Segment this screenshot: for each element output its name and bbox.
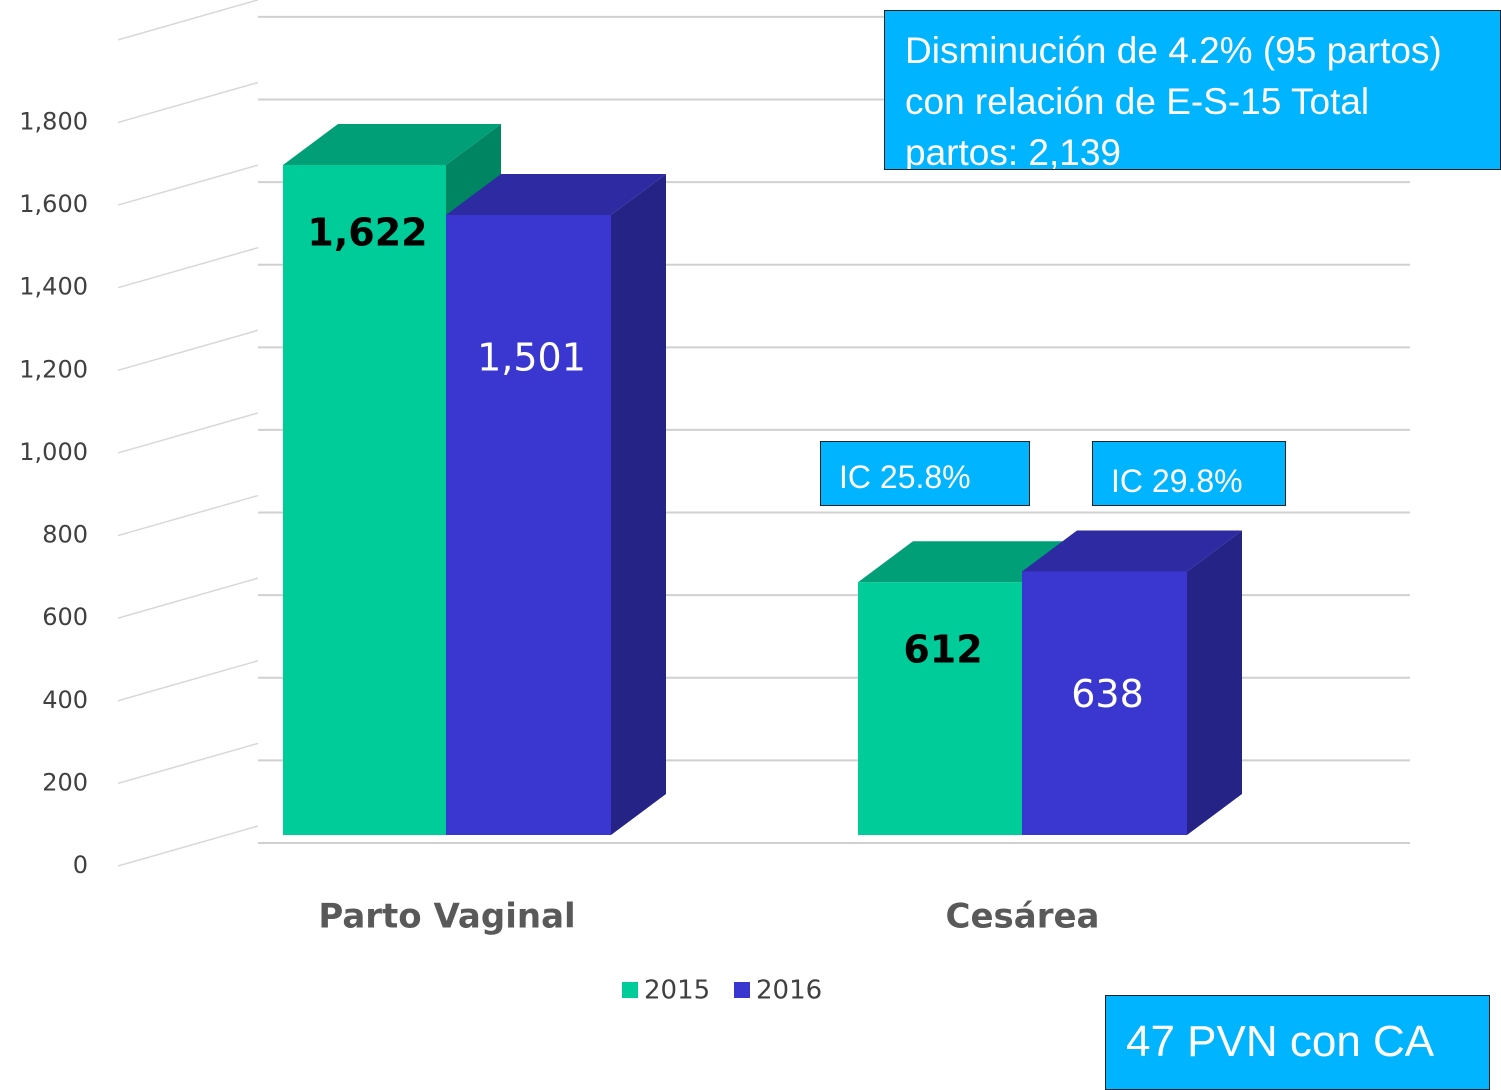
grid-line (117, 329, 259, 372)
legend-swatch (622, 982, 638, 998)
y-tick-label: 800 (42, 521, 88, 549)
bar-top (1022, 530, 1242, 572)
y-tick-label: 1,400 (19, 273, 88, 301)
y-tick-label: 200 (42, 768, 88, 796)
grid-line (117, 577, 259, 619)
grid-line (117, 81, 259, 124)
bar (446, 214, 611, 835)
grid-line (117, 660, 259, 702)
bar (283, 165, 446, 835)
legend-label: 2015 (644, 976, 710, 1006)
annotation: IC 29.8% (1092, 441, 1286, 506)
grid-line (117, 164, 259, 206)
data-label: 1,622 (307, 211, 427, 255)
grid-line (117, 246, 259, 289)
x-tick-label: Parto Vaginal (318, 897, 575, 937)
grid-line (117, 0, 259, 41)
grid-line (117, 494, 259, 537)
y-tick-label: 1,200 (19, 355, 88, 383)
y-tick-label: 600 (42, 603, 88, 631)
grid-line (117, 412, 259, 454)
x-tick-label: Cesárea (946, 897, 1100, 937)
y-tick-label: 400 (42, 686, 88, 714)
data-label: 612 (903, 628, 982, 672)
annotation: IC 25.8% (820, 441, 1030, 506)
y-tick-label: 1,600 (19, 190, 88, 218)
bar-side (1187, 530, 1242, 835)
legend-label: 2016 (756, 976, 822, 1006)
bar (858, 582, 1022, 835)
data-label: 638 (1071, 672, 1144, 716)
y-tick-label: 0 (73, 851, 88, 879)
y-tick-label: 1,800 (19, 107, 88, 135)
bar-side (611, 173, 666, 835)
bar (1022, 571, 1187, 835)
legend-swatch (734, 982, 750, 998)
annotation: 47 PVN con CA (1105, 995, 1490, 1090)
bar-top (446, 173, 666, 215)
bar-top (283, 124, 501, 165)
data-label: 1,501 (477, 335, 586, 379)
annotation: Disminución de 4.2% (95 partos) con rela… (884, 10, 1501, 170)
grid-line (117, 742, 259, 785)
y-tick-label: 1,000 (19, 438, 88, 466)
grid-line (117, 825, 259, 867)
